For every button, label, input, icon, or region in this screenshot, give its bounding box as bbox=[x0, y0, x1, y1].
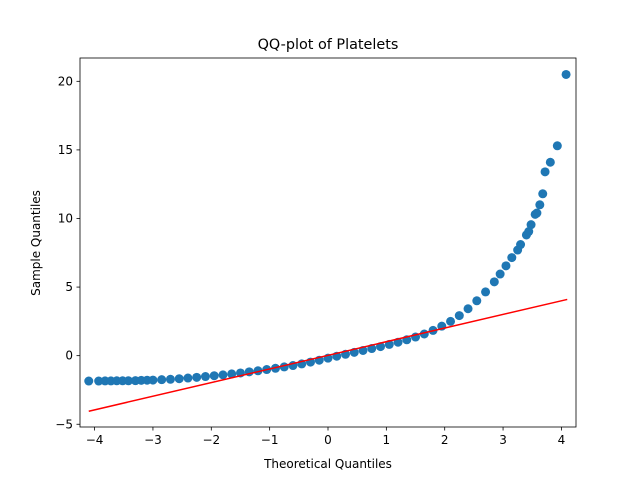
data-point-54 bbox=[516, 240, 526, 250]
reference-line bbox=[88, 298, 568, 412]
data-point-45 bbox=[454, 311, 464, 321]
x-tick-label: 0 bbox=[324, 433, 332, 447]
data-point-46 bbox=[463, 304, 473, 314]
data-point-44 bbox=[446, 316, 456, 326]
data-point-19 bbox=[227, 369, 237, 379]
x-axis-ticks: −4 −3 −2 −1 0 1 2 3 4 bbox=[86, 427, 565, 447]
data-point-65 bbox=[561, 69, 571, 79]
x-tick-label: −2 bbox=[202, 433, 220, 447]
data-point-16 bbox=[200, 372, 210, 382]
x-tick-label: 3 bbox=[499, 433, 507, 447]
data-point-59 bbox=[532, 208, 542, 218]
data-point-12 bbox=[165, 374, 175, 384]
y-tick-label: 15 bbox=[58, 143, 73, 157]
data-point-1 bbox=[94, 376, 104, 386]
data-point-56 bbox=[524, 227, 534, 237]
data-point-13 bbox=[174, 374, 184, 384]
y-tick-label: −5 bbox=[55, 417, 73, 431]
data-point-18 bbox=[218, 370, 228, 380]
data-point-36 bbox=[376, 342, 386, 352]
data-point-63 bbox=[545, 157, 555, 167]
plot-frame bbox=[79, 57, 577, 428]
data-point-57 bbox=[526, 220, 536, 230]
y-tick-label: 20 bbox=[58, 74, 73, 88]
data-point-6 bbox=[123, 376, 133, 386]
data-point-48 bbox=[481, 287, 491, 297]
data-point-60 bbox=[535, 200, 545, 210]
data-point-0 bbox=[84, 376, 94, 386]
data-point-52 bbox=[507, 253, 517, 263]
data-point-22 bbox=[253, 366, 263, 376]
y-axis-title: Sample Quantiles bbox=[29, 190, 43, 296]
data-point-64 bbox=[552, 141, 562, 151]
data-point-49 bbox=[489, 277, 499, 287]
y-tick-label: 10 bbox=[58, 211, 73, 225]
x-tick-label: 1 bbox=[383, 433, 391, 447]
reference-line-layer bbox=[88, 298, 568, 412]
x-axis-title: Theoretical Quantiles bbox=[263, 457, 392, 471]
x-tick-label: 4 bbox=[558, 433, 566, 447]
x-tick-label: −4 bbox=[86, 433, 104, 447]
x-tick-label: −1 bbox=[261, 433, 279, 447]
y-tick-label: 5 bbox=[65, 280, 73, 294]
data-point-47 bbox=[472, 296, 482, 306]
data-point-17 bbox=[209, 371, 219, 381]
data-points bbox=[84, 69, 571, 386]
x-tick-label: 2 bbox=[441, 433, 449, 447]
y-axis-ticks: −5 0 5 10 15 20 bbox=[55, 74, 80, 431]
data-point-61 bbox=[538, 189, 548, 199]
chart-title: QQ-plot of Platelets bbox=[258, 37, 399, 53]
data-point-15 bbox=[192, 372, 202, 382]
data-point-62 bbox=[540, 167, 550, 177]
data-point-11 bbox=[157, 375, 167, 385]
x-tick-label: −3 bbox=[144, 433, 162, 447]
data-point-10 bbox=[148, 375, 158, 385]
y-tick-label: 0 bbox=[65, 349, 73, 363]
data-point-14 bbox=[183, 373, 193, 383]
data-point-50 bbox=[495, 269, 505, 279]
data-point-51 bbox=[501, 261, 511, 271]
